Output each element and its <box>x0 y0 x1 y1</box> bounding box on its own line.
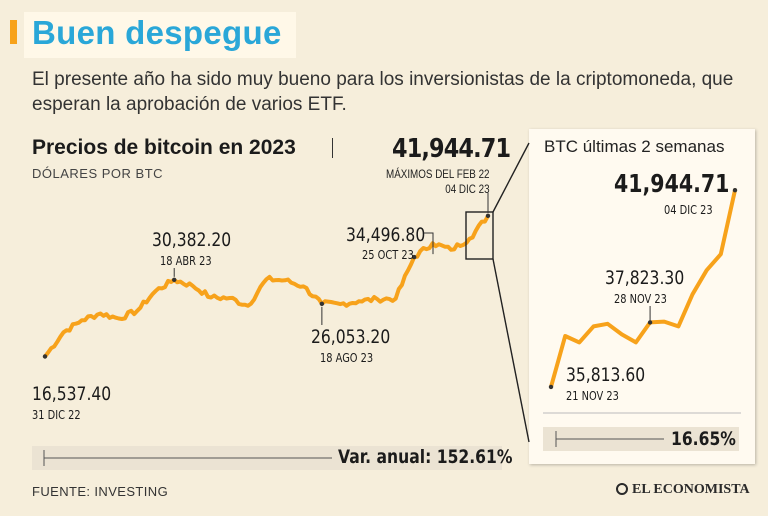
main-point-1 <box>172 277 177 283</box>
label-april-value: 30,382.20 <box>152 230 231 252</box>
zoom-line-chart <box>548 187 738 390</box>
max-value: 41,944.71 <box>392 134 511 164</box>
chart-unit: DÓLARES POR BTC <box>32 166 164 181</box>
label-october-date: 25 OCT 23 <box>362 248 414 262</box>
title-accent-bar <box>10 20 17 44</box>
label-zoom-start-date: 21 NOV 23 <box>566 389 619 403</box>
max-note-date: 04 DIC 23 <box>445 182 490 196</box>
label-zoom-max-value: 41,944.71 <box>614 170 729 198</box>
zoom-point-2 <box>732 187 738 193</box>
zoom-connector-top <box>492 142 530 213</box>
logo-text: EL ECONOMISTA <box>632 482 750 497</box>
chart-title-separator <box>332 138 333 158</box>
zoom-connector-bottom <box>492 258 530 443</box>
max-note: MÁXIMOS DEL FEB 22 04 DIC 23 <box>386 167 490 197</box>
label-start-date: 31 DIC 22 <box>32 408 81 422</box>
zoom-point-1 <box>647 320 653 325</box>
chart-title: Precios de bitcoin en 2023 <box>32 136 296 159</box>
publisher-logo: EL ECONOMISTA <box>616 482 750 498</box>
label-august-value: 26,053.20 <box>311 327 390 349</box>
label-august-date: 18 AGO 23 <box>320 351 373 365</box>
main-point-2 <box>319 301 325 307</box>
logo-mark-icon <box>616 483 628 495</box>
label-zoom-max-date: 04 DIC 23 <box>664 203 713 217</box>
main-point-0 <box>42 354 48 359</box>
max-note-label: MÁXIMOS DEL FEB 22 <box>386 167 490 181</box>
label-zoom-nov28-value: 37,823.30 <box>605 268 684 290</box>
page-subtitle: El presente año ha sido muy bueno para l… <box>32 69 734 115</box>
main-line-chart <box>42 213 491 359</box>
annual-variation-label: Var. anual: 152.61% <box>338 446 513 468</box>
zoom-panel <box>529 129 755 464</box>
chart-overlay: 16,537.40 31 DIC 22 30,382.20 18 ABR 23 26,0… <box>32 142 741 466</box>
label-zoom-start-value: 35,813.60 <box>566 365 645 387</box>
label-start-value: 16,537.40 <box>32 384 111 406</box>
label-april-date: 18 ABR 23 <box>160 254 212 268</box>
zoom-series-line <box>549 188 737 389</box>
zoom-panel-title: BTC últimas 2 semanas <box>544 137 725 156</box>
page-title: Buen despegue <box>32 14 282 51</box>
title-background <box>24 12 296 58</box>
label-zoom-nov28-date: 28 NOV 23 <box>614 292 667 306</box>
zoom-rectangle <box>465 211 494 260</box>
two-week-variation-label: 16.65% <box>671 428 736 450</box>
main-point-4 <box>485 213 491 219</box>
label-october-value: 34,496.80 <box>346 225 425 247</box>
zoom-point-0 <box>548 384 554 390</box>
main-point-3 <box>411 254 417 260</box>
leader-october <box>424 232 434 255</box>
source-note: FUENTE: INVESTING <box>32 484 169 499</box>
